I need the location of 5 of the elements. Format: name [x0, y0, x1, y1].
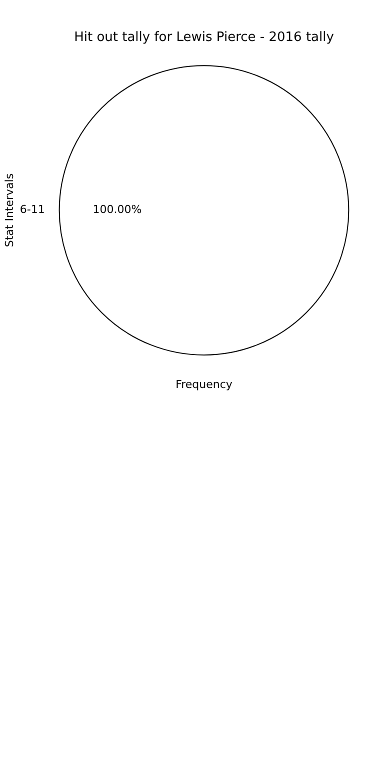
chart-title: Hit out tally for Lewis Pierce - 2016 tally [74, 30, 334, 46]
text: Stat Intervals [2, 173, 16, 248]
text: Frequency [176, 378, 233, 391]
slice-label: 6-11 [20, 203, 45, 216]
data-label: 100.00% [92, 203, 142, 216]
